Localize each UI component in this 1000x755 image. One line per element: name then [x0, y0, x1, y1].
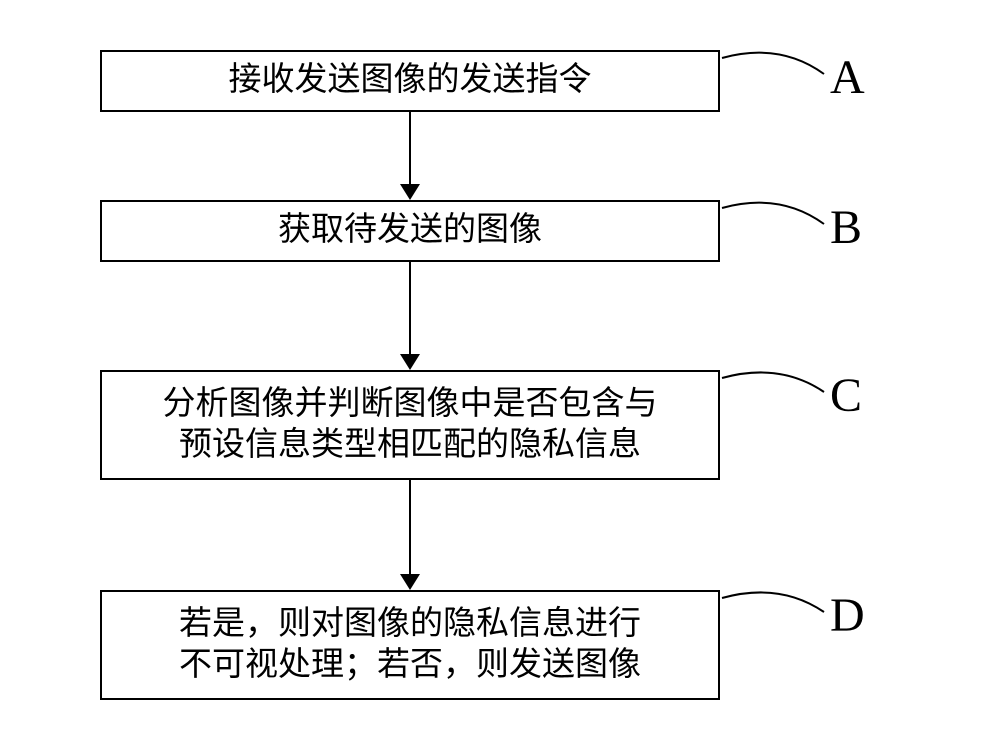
edge-B-C-arrow [400, 354, 420, 370]
node-D: 若是，则对图像的隐私信息进行 不可视处理；若否，则发送图像 [100, 590, 720, 700]
label-A: A [830, 50, 865, 105]
edge-C-D-arrow [400, 574, 420, 590]
edge-A-B-arrow [400, 184, 420, 200]
edge-C-D-line [409, 480, 411, 574]
node-A: 接收发送图像的发送指令 [100, 50, 720, 112]
label-B: B [830, 200, 862, 255]
node-A-text: 接收发送图像的发送指令 [229, 60, 592, 101]
node-B: 获取待发送的图像 [100, 200, 720, 262]
node-B-text: 获取待发送的图像 [278, 210, 542, 251]
edge-A-B-line [409, 112, 411, 184]
edge-B-C-line [409, 262, 411, 354]
leader-D [100, 50, 101, 51]
label-C: C [830, 368, 862, 423]
node-C-text: 分析图像并判断图像中是否包含与 预设信息类型相匹配的隐私信息 [163, 384, 658, 467]
node-C: 分析图像并判断图像中是否包含与 预设信息类型相匹配的隐私信息 [100, 370, 720, 480]
node-D-text: 若是，则对图像的隐私信息进行 不可视处理；若否，则发送图像 [179, 604, 641, 687]
label-D: D [830, 588, 865, 643]
